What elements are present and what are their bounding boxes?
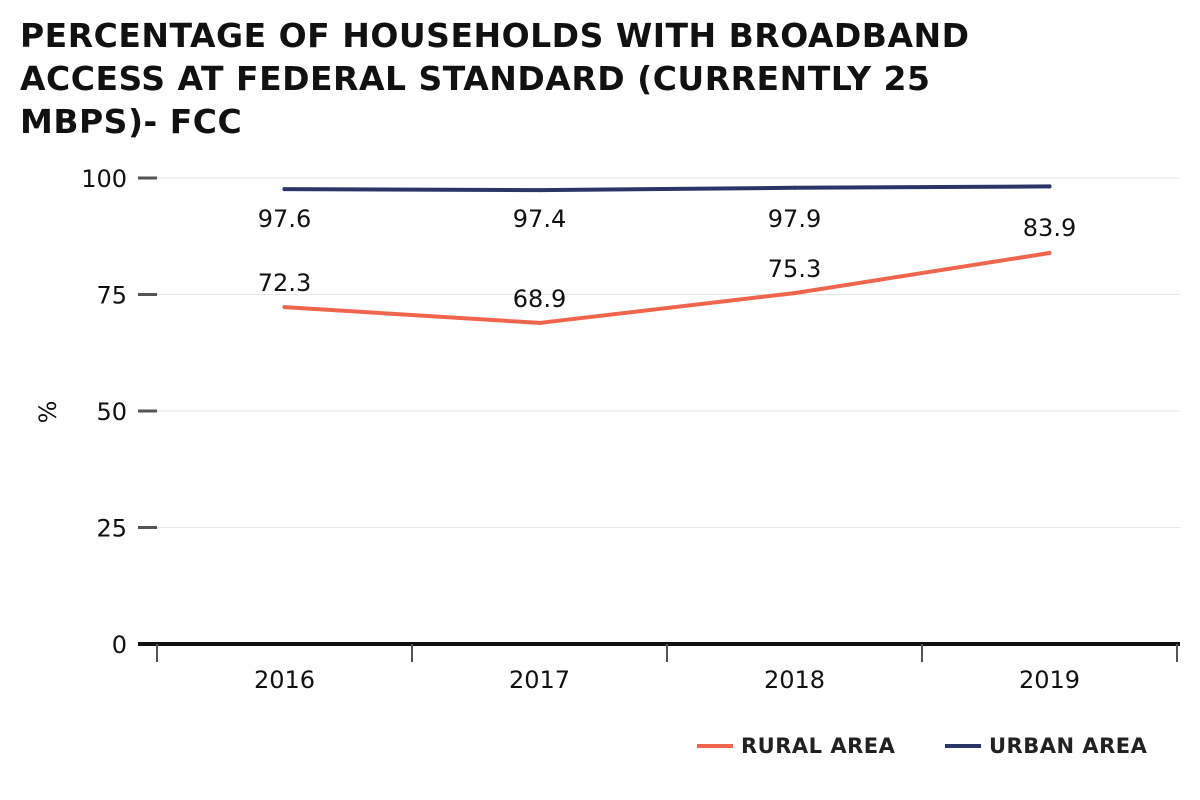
- data-label: 97.4: [513, 205, 566, 233]
- x-tick-label: 2016: [254, 666, 315, 694]
- grid-lines: [157, 177, 1180, 528]
- x-axis: 2016 2017 2018 2019: [138, 642, 1180, 694]
- chart-title: PERCENTAGE OF HOUSEHOLDS WITH BROADBAND …: [20, 16, 970, 141]
- data-point: [282, 187, 287, 192]
- data-label: 72.3: [258, 269, 311, 297]
- data-point: [1047, 251, 1052, 256]
- data-point: [537, 320, 542, 325]
- y-tick-label: 0: [112, 631, 127, 659]
- y-tick-label: 50: [96, 398, 127, 426]
- series-lines: [282, 184, 1052, 325]
- legend-label: URBAN AREA: [989, 734, 1148, 758]
- y-axis: 0 25 50 75 100: [81, 165, 157, 659]
- data-point: [792, 291, 797, 296]
- data-labels: 72.3 68.9 75.3 97.6 97.4 97.9 83.9: [258, 205, 1076, 313]
- series-line-urban-area: [282, 184, 1052, 193]
- x-tick-label: 2019: [1019, 666, 1080, 694]
- data-label: 68.9: [513, 285, 566, 313]
- y-tick-label: 25: [96, 515, 127, 543]
- data-point: [282, 305, 287, 310]
- data-label: 75.3: [768, 255, 821, 283]
- data-label: 97.6: [258, 205, 311, 233]
- data-point: [1047, 184, 1052, 189]
- y-axis-title: %: [34, 401, 62, 424]
- legend: RURAL AREA URBAN AREA: [697, 734, 1148, 758]
- x-tick-label: 2017: [509, 666, 570, 694]
- data-label: 83.9: [1023, 214, 1076, 242]
- data-point: [792, 185, 797, 190]
- data-point: [537, 188, 542, 193]
- legend-label: RURAL AREA: [741, 734, 896, 758]
- data-label: 97.9: [768, 205, 821, 233]
- series-line-rural-area: [282, 251, 1052, 325]
- x-tick-label: 2018: [764, 666, 825, 694]
- y-tick-label: 75: [96, 282, 127, 310]
- y-tick-label: 100: [81, 165, 127, 193]
